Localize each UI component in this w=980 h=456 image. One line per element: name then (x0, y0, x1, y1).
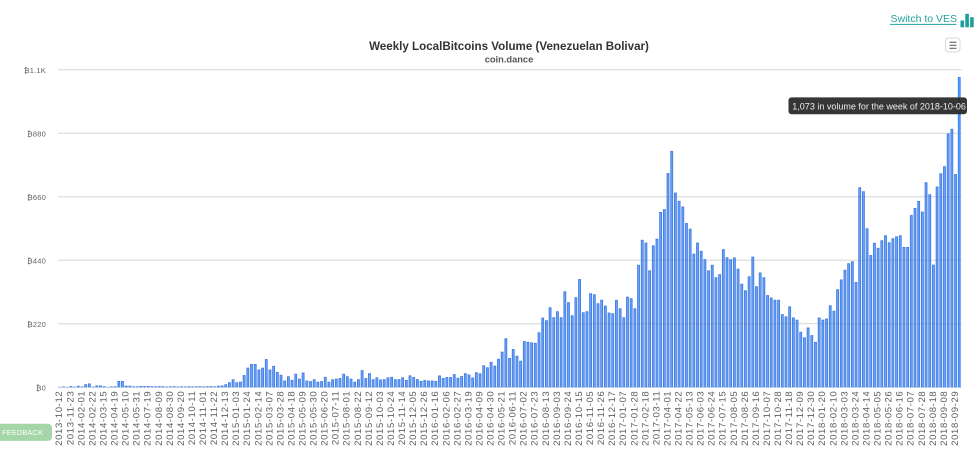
svg-text:2016-02-27: 2016-02-27 (452, 391, 463, 446)
svg-text:2015-09-12: 2015-09-12 (364, 391, 375, 446)
svg-text:2017-04-01: 2017-04-01 (662, 391, 673, 446)
svg-text:1,073 in volume for the week o: 1,073 in volume for the week of 2018-10-… (792, 102, 966, 112)
svg-text:2014-05-31: 2014-05-31 (132, 391, 143, 446)
svg-text:2017-01-28: 2017-01-28 (629, 391, 640, 446)
svg-text:₿660: ₿660 (27, 193, 46, 202)
svg-text:2018-05-26: 2018-05-26 (884, 391, 895, 446)
svg-text:2016-01-16: 2016-01-16 (430, 391, 441, 446)
svg-text:2015-08-22: 2015-08-22 (353, 391, 364, 446)
svg-text:2017-06-24: 2017-06-24 (707, 391, 718, 446)
svg-text:2018-09-29: 2018-09-29 (950, 391, 961, 446)
svg-text:2016-11-26: 2016-11-26 (596, 391, 607, 446)
svg-text:2013-10-12: 2013-10-12 (54, 391, 65, 446)
svg-text:2018-05-05: 2018-05-05 (873, 391, 884, 446)
svg-text:2017-10-28: 2017-10-28 (773, 391, 784, 446)
svg-text:₿1.1K: ₿1.1K (24, 66, 46, 75)
svg-text:2016-04-09: 2016-04-09 (474, 391, 485, 446)
svg-text:2015-07-11: 2015-07-11 (331, 391, 342, 446)
svg-text:2017-12-30: 2017-12-30 (806, 391, 817, 446)
svg-text:2016-06-11: 2016-06-11 (508, 391, 519, 446)
svg-text:2018-08-18: 2018-08-18 (928, 391, 939, 446)
svg-text:Weekly LocalBitcoins Volume (V: Weekly LocalBitcoins Volume (Venezuelan … (369, 40, 649, 53)
svg-text:2014-09-20: 2014-09-20 (176, 391, 187, 446)
svg-text:2016-12-17: 2016-12-17 (607, 391, 618, 446)
svg-text:2018-01-20: 2018-01-20 (817, 391, 828, 446)
svg-text:2017-11-18: 2017-11-18 (784, 391, 795, 446)
svg-text:2015-01-03: 2015-01-03 (231, 391, 242, 446)
svg-text:2015-03-07: 2015-03-07 (264, 391, 275, 446)
svg-text:2018-07-07: 2018-07-07 (906, 391, 917, 446)
svg-text:2017-01-07: 2017-01-07 (618, 391, 629, 446)
svg-text:2016-10-15: 2016-10-15 (574, 391, 585, 446)
svg-text:coin.dance: coin.dance (485, 54, 534, 64)
svg-text:2018-04-14: 2018-04-14 (861, 391, 872, 446)
svg-text:2018-03-03: 2018-03-03 (839, 391, 850, 446)
svg-text:2016-04-30: 2016-04-30 (486, 391, 497, 446)
svg-text:2015-05-30: 2015-05-30 (309, 391, 320, 446)
svg-text:2014-02-01: 2014-02-01 (76, 391, 87, 446)
svg-text:2015-05-09: 2015-05-09 (298, 391, 309, 446)
svg-text:2018-03-24: 2018-03-24 (850, 391, 861, 446)
svg-text:2014-02-22: 2014-02-22 (87, 391, 98, 446)
svg-text:2018-07-28: 2018-07-28 (917, 391, 928, 446)
svg-text:2014-08-30: 2014-08-30 (165, 391, 176, 446)
svg-text:2017-07-15: 2017-07-15 (718, 391, 729, 446)
svg-text:2018-09-08: 2018-09-08 (939, 391, 950, 446)
svg-text:₿440: ₿440 (27, 256, 46, 265)
svg-text:2015-08-01: 2015-08-01 (342, 391, 353, 446)
svg-text:₿880: ₿880 (27, 129, 46, 138)
svg-text:2014-07-19: 2014-07-19 (143, 391, 154, 446)
svg-text:2016-03-19: 2016-03-19 (463, 391, 474, 446)
svg-text:2014-10-11: 2014-10-11 (187, 391, 198, 446)
svg-text:2015-10-24: 2015-10-24 (386, 391, 397, 446)
svg-text:₿220: ₿220 (27, 320, 46, 329)
svg-text:2015-12-05: 2015-12-05 (408, 391, 419, 446)
svg-text:2016-02-06: 2016-02-06 (441, 391, 452, 446)
svg-text:2017-04-22: 2017-04-22 (673, 391, 684, 446)
svg-text:2013-11-23: 2013-11-23 (65, 391, 76, 446)
svg-text:2017-05-13: 2017-05-13 (685, 391, 696, 446)
svg-text:2016-09-03: 2016-09-03 (552, 391, 563, 446)
svg-text:FEEDBACK: FEEDBACK (2, 428, 43, 437)
svg-text:2016-05-21: 2016-05-21 (497, 391, 508, 446)
svg-text:2015-02-14: 2015-02-14 (253, 391, 264, 446)
svg-text:2014-11-22: 2014-11-22 (209, 391, 220, 446)
svg-text:2014-12-13: 2014-12-13 (220, 391, 231, 446)
svg-text:2015-10-03: 2015-10-03 (375, 391, 386, 446)
svg-text:2015-06-20: 2015-06-20 (320, 391, 331, 446)
svg-text:2016-09-24: 2016-09-24 (563, 391, 574, 446)
svg-text:2014-08-09: 2014-08-09 (154, 391, 165, 446)
svg-text:2017-08-05: 2017-08-05 (729, 391, 740, 446)
svg-text:2017-06-03: 2017-06-03 (696, 391, 707, 446)
svg-text:2018-02-10: 2018-02-10 (828, 391, 839, 446)
svg-text:2017-08-26: 2017-08-26 (740, 391, 751, 446)
svg-text:2014-04-19: 2014-04-19 (110, 391, 121, 446)
svg-text:2015-11-14: 2015-11-14 (397, 391, 408, 446)
svg-text:2014-03-15: 2014-03-15 (98, 391, 109, 446)
svg-text:2017-10-07: 2017-10-07 (762, 391, 773, 446)
svg-text:2016-07-02: 2016-07-02 (519, 391, 530, 446)
svg-text:2015-01-24: 2015-01-24 (242, 391, 253, 446)
svg-text:2016-07-23: 2016-07-23 (530, 391, 541, 446)
svg-text:2017-03-11: 2017-03-11 (651, 391, 662, 446)
svg-text:₿0: ₿0 (36, 383, 46, 392)
svg-text:2017-02-18: 2017-02-18 (640, 391, 651, 446)
svg-text:2014-11-01: 2014-11-01 (198, 391, 209, 446)
svg-text:2017-09-16: 2017-09-16 (751, 391, 762, 446)
svg-text:2014-05-10: 2014-05-10 (121, 391, 132, 446)
svg-text:2015-12-26: 2015-12-26 (419, 391, 430, 446)
svg-text:2015-03-28: 2015-03-28 (275, 391, 286, 446)
svg-text:2018-06-16: 2018-06-16 (895, 391, 906, 446)
svg-text:2016-08-13: 2016-08-13 (541, 391, 552, 446)
svg-text:2016-11-05: 2016-11-05 (585, 391, 596, 446)
svg-text:Switch to VES: Switch to VES (891, 13, 958, 25)
svg-text:2017-12-09: 2017-12-09 (795, 391, 806, 446)
svg-text:2015-04-18: 2015-04-18 (286, 391, 297, 446)
